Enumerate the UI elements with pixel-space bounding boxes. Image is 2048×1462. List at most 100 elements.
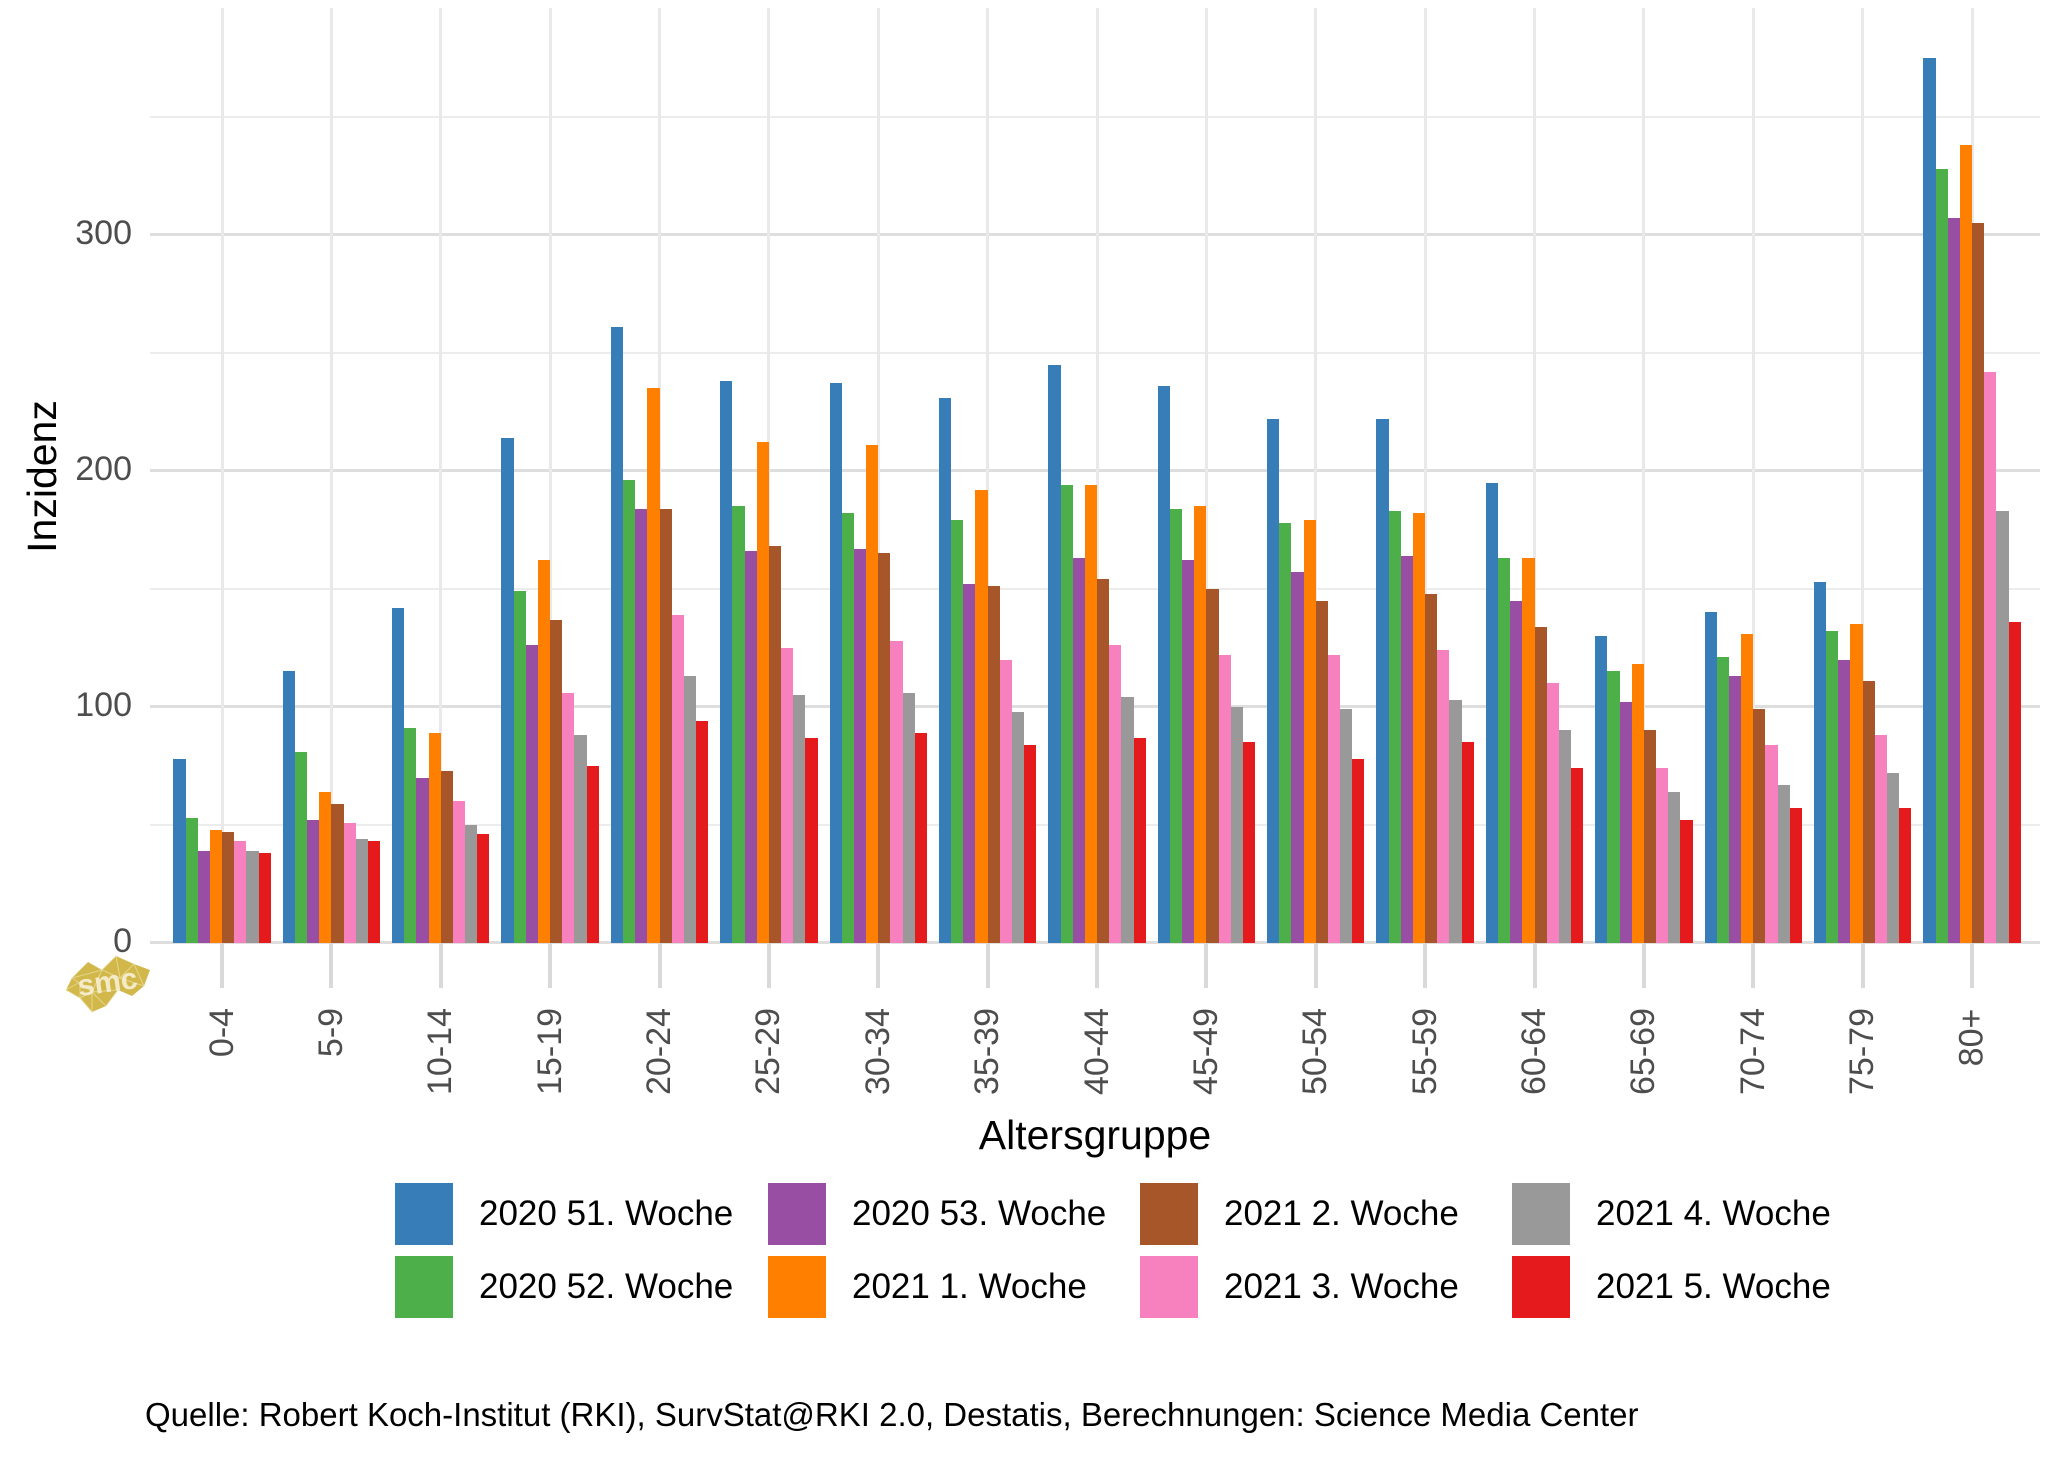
bar-40-44-2021-3-Woche bbox=[1109, 645, 1122, 943]
bar-45-49-2021-5-Woche bbox=[1242, 742, 1256, 943]
bar-15-19-2021-5-Woche bbox=[586, 766, 599, 943]
x-tick-25-29 bbox=[766, 943, 771, 988]
bar-25-29-2021-1-Woche bbox=[756, 442, 769, 943]
bar-group-20-24 bbox=[610, 8, 709, 943]
bar-60-64-2021-3-Woche bbox=[1546, 683, 1559, 943]
gridline-x-65-69 bbox=[1642, 8, 1646, 943]
y-tick-label-0: 0 bbox=[113, 922, 132, 960]
bar-60-64-2021-5-Woche bbox=[1571, 768, 1584, 943]
bar-group-40-44 bbox=[1048, 8, 1146, 943]
bar-group-50-54 bbox=[1267, 8, 1365, 943]
bar-5-9-2021-5-Woche bbox=[367, 841, 381, 943]
bar-50-54-2021-3-Woche bbox=[1327, 655, 1341, 943]
bar-group-15-19 bbox=[501, 8, 599, 943]
bar-25-29-2020-53-Woche bbox=[744, 551, 757, 943]
bar-25-29-2021-2-Woche bbox=[768, 546, 782, 943]
bar-55-59-2021-3-Woche bbox=[1437, 650, 1450, 943]
bar-30-34-2020-52-Woche bbox=[841, 513, 854, 943]
bar-20-24-2020-53-Woche bbox=[635, 509, 648, 943]
gridline-x-15-19 bbox=[548, 8, 552, 943]
bar-5-9-2021-3-Woche bbox=[343, 823, 356, 943]
legend-swatch-2021-2-Woche bbox=[1140, 1183, 1198, 1245]
bar-50-54-2021-4-Woche bbox=[1340, 709, 1353, 943]
bar-group-45-49 bbox=[1157, 8, 1256, 943]
bar-65-69-2021-5-Woche bbox=[1680, 820, 1693, 943]
x-tick-label-30-34: 30-34 bbox=[858, 1008, 897, 1095]
x-tick-30-34 bbox=[876, 943, 881, 988]
legend-label-2021-3-Woche: 2021 3. Woche bbox=[1224, 1267, 1459, 1306]
bar-30-34-2020-51-Woche bbox=[829, 383, 842, 943]
legend-item-2020-51-Woche: 2020 51. Woche bbox=[395, 1183, 733, 1245]
x-tick-65-69 bbox=[1641, 943, 1646, 988]
bar-5-9-2021-4-Woche bbox=[355, 839, 368, 943]
bar-70-74-2020-51-Woche bbox=[1704, 612, 1717, 943]
bar-15-19-2021-4-Woche bbox=[574, 735, 587, 943]
gridline-major-200 bbox=[150, 468, 2040, 472]
bar-40-44-2021-1-Woche bbox=[1084, 485, 1098, 943]
x-axis-title: Altersgruppe bbox=[978, 1112, 1212, 1158]
bar-45-49-2020-51-Woche bbox=[1157, 386, 1170, 943]
bar-group-65-69 bbox=[1595, 8, 1693, 943]
gridline-x-55-59 bbox=[1423, 8, 1427, 943]
y-tick-label-100: 100 bbox=[75, 685, 132, 724]
bar-70-74-2020-53-Woche bbox=[1728, 676, 1742, 943]
x-tick-label-10-14: 10-14 bbox=[421, 1008, 460, 1095]
x-tick-label-50-54: 50-54 bbox=[1296, 1008, 1335, 1095]
bar-55-59-2021-2-Woche bbox=[1425, 594, 1438, 943]
legend-label-2021-1-Woche: 2021 1. Woche bbox=[852, 1267, 1087, 1306]
gridline-x-60-64 bbox=[1533, 8, 1536, 943]
legend-label-2020-51-Woche: 2020 51. Woche bbox=[479, 1194, 734, 1233]
x-tick-75-79 bbox=[1860, 943, 1865, 988]
legend-item-2020-52-Woche: 2020 52. Woche bbox=[395, 1256, 733, 1318]
y-tick-label-300: 300 bbox=[75, 213, 132, 252]
bar-75-79-2021-5-Woche bbox=[1899, 808, 1912, 943]
x-tick-0-4 bbox=[220, 943, 224, 988]
legend-item-2021-5-Woche: 2021 5. Woche bbox=[1512, 1256, 1831, 1318]
bar-30-34-2021-5-Woche bbox=[914, 733, 927, 943]
bar-20-24-2020-51-Woche bbox=[610, 327, 623, 943]
legend-item-2021-3-Woche: 2021 3. Woche bbox=[1140, 1256, 1459, 1318]
bar-70-74-2021-1-Woche bbox=[1741, 634, 1754, 943]
bar-35-39-2021-4-Woche bbox=[1011, 712, 1025, 943]
bar-65-69-2020-52-Woche bbox=[1607, 671, 1620, 943]
gridline-x-50-54 bbox=[1314, 8, 1318, 943]
bar-65-69-2021-3-Woche bbox=[1656, 768, 1669, 943]
bar-65-69-2021-2-Woche bbox=[1643, 730, 1657, 943]
x-tick-50-54 bbox=[1313, 943, 1318, 988]
bar-50-54-2020-53-Woche bbox=[1291, 572, 1304, 943]
bar-30-34-2020-53-Woche bbox=[853, 549, 867, 943]
bar-0-4-2021-1-Woche bbox=[209, 830, 223, 943]
smc-logo-shape bbox=[66, 956, 150, 1012]
x-tick-10-14 bbox=[438, 943, 443, 988]
legend-label-2021-5-Woche: 2021 5. Woche bbox=[1596, 1267, 1831, 1306]
legend-swatch-2021-5-Woche bbox=[1512, 1256, 1570, 1318]
bar-55-59-2020-52-Woche bbox=[1388, 511, 1401, 943]
legend-swatch-2021-4-Woche bbox=[1512, 1183, 1570, 1245]
x-tick-label-20-24: 20-24 bbox=[639, 1008, 678, 1095]
bar-65-69-2021-4-Woche bbox=[1668, 792, 1681, 943]
bar-20-24-2021-5-Woche bbox=[696, 721, 709, 943]
bar-5-9-2021-1-Woche bbox=[319, 792, 332, 943]
bar-group-80+ bbox=[1923, 8, 2021, 943]
bar-35-39-2021-1-Woche bbox=[975, 490, 988, 943]
bar-25-29-2020-51-Woche bbox=[720, 381, 733, 943]
bar-50-54-2020-51-Woche bbox=[1267, 419, 1280, 943]
bar-75-79-2021-1-Woche bbox=[1850, 624, 1863, 943]
bar-75-79-2020-53-Woche bbox=[1838, 660, 1851, 943]
bar-45-49-2020-53-Woche bbox=[1182, 560, 1195, 943]
gridline-x-40-44 bbox=[1095, 8, 1099, 943]
y-axis-title: Inzidenz bbox=[18, 399, 65, 553]
bar-30-34-2021-3-Woche bbox=[890, 641, 903, 943]
smc-logo-text: smc bbox=[75, 962, 139, 1003]
bar-55-59-2021-5-Woche bbox=[1461, 742, 1474, 943]
bar-10-14-2021-4-Woche bbox=[465, 825, 478, 943]
x-tick-70-74 bbox=[1751, 943, 1756, 988]
x-tick-label-5-9: 5-9 bbox=[311, 1007, 350, 1058]
bar-60-64-2021-1-Woche bbox=[1522, 558, 1535, 943]
bar-25-29-2021-4-Woche bbox=[793, 695, 806, 943]
plot-area bbox=[150, 8, 2040, 944]
bar-45-49-2021-1-Woche bbox=[1194, 506, 1207, 943]
bar-70-74-2021-2-Woche bbox=[1753, 709, 1766, 943]
bar-group-70-74 bbox=[1704, 8, 1802, 943]
bar-55-59-2020-51-Woche bbox=[1376, 419, 1389, 943]
